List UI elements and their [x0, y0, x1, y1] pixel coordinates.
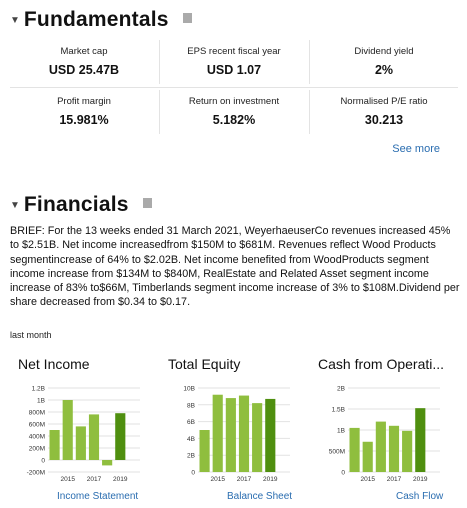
grid-divider [309, 40, 310, 84]
chart-title: Total Equity [168, 356, 241, 372]
balance-sheet-link[interactable]: Balance Sheet [227, 491, 293, 502]
collapse-caret-icon[interactable]: ▼ [10, 199, 20, 211]
x-tick-label: 2019 [263, 476, 278, 483]
income-statement-link[interactable]: Income Statement [57, 491, 139, 502]
y-tick-label: 0 [341, 470, 345, 477]
y-tick-label: 1B [37, 398, 45, 405]
x-tick-label: 2017 [237, 476, 252, 483]
y-tick-label: 4B [187, 436, 195, 443]
x-tick-label: 2015 [60, 476, 75, 483]
metric-value: 2% [374, 63, 394, 77]
bar [115, 413, 126, 460]
y-tick-label: 0 [41, 458, 45, 465]
bar [102, 460, 113, 466]
bar [62, 400, 73, 460]
bar [252, 403, 263, 472]
bar [49, 430, 60, 460]
chart-net-income: Net Income 1.2B 1B 800M 600M 400M 200M 0 -200M 2… [18, 356, 158, 483]
bar [75, 426, 86, 460]
x-tick-label: 2019 [413, 476, 428, 483]
metric-profit-margin: Profit margin 15.981% [10, 96, 158, 127]
bar [349, 427, 360, 472]
metric-value: USD 1.07 [206, 63, 262, 77]
y-tick-label: 6B [187, 419, 195, 426]
y-tick-label: 600M [29, 422, 45, 429]
y-tick-label: 1B [337, 428, 345, 435]
bar [212, 394, 223, 472]
cash-flow-link[interactable]: Cash Flow [396, 491, 444, 502]
y-tick-label: 2B [337, 386, 345, 393]
x-tick-label: 2019 [113, 476, 128, 483]
bar [402, 430, 413, 472]
metric-value: 5.182% [212, 113, 256, 127]
y-tick-label: 10B [183, 386, 195, 393]
bar [199, 430, 210, 472]
metric-label: Market cap [60, 46, 108, 57]
fundamentals-title: Fundamentals [23, 8, 169, 31]
total-equity-chart: 10B 8B 6B 4B 2B 0 2015 2017 2019 [183, 386, 290, 483]
chart-title: Cash from Operati... [318, 356, 445, 372]
x-tick-label: 2017 [87, 476, 102, 483]
bar [238, 395, 250, 472]
info-icon[interactable] [142, 198, 152, 208]
cash-flow-chart: 2B 1.5B 1B 500M 0 2015 2017 2019 [329, 386, 440, 483]
metric-label: Return on investment [188, 96, 280, 107]
y-tick-label: 2B [187, 453, 195, 460]
grid-divider [309, 90, 310, 134]
x-tick-label: 2017 [387, 476, 402, 483]
collapse-caret-icon[interactable]: ▼ [10, 14, 20, 26]
metric-label: Normalised P/E ratio [340, 96, 428, 107]
fundamentals-grid: Market cap USD 25.47B EPS recent fiscal … [10, 40, 458, 140]
fundamentals-header[interactable]: ▼ Fundamentals [10, 8, 192, 32]
bar [362, 441, 373, 472]
info-icon[interactable] [182, 13, 192, 23]
y-tick-label: 1.5B [332, 407, 345, 414]
metric-roi: Return on investment 5.182% [160, 96, 308, 127]
metric-dividend-yield: Dividend yield 2% [310, 46, 458, 77]
metric-value: USD 25.47B [48, 63, 120, 77]
y-tick-label: 400M [29, 434, 45, 441]
x-tick-label: 2015 [360, 476, 375, 483]
bar [88, 414, 100, 460]
bar [265, 398, 276, 472]
metric-eps: EPS recent fiscal year USD 1.07 [160, 46, 308, 77]
y-tick-label: 8B [187, 402, 195, 409]
metric-pe-ratio: Normalised P/E ratio 30.213 [310, 96, 458, 127]
chart-total-equity: Total Equity 10B 8B 6B 4B 2B 0 2015 2017 2019 [168, 356, 308, 483]
grid-divider [159, 90, 160, 134]
bar [388, 425, 400, 472]
financials-header[interactable]: ▼ Financials [10, 193, 152, 217]
bar [375, 421, 386, 472]
chart-title: Net Income [18, 356, 90, 372]
y-tick-label: 800M [29, 410, 45, 417]
bar [225, 398, 236, 472]
grid-divider [159, 40, 160, 84]
y-tick-label: -200M [27, 470, 45, 477]
financials-title: Financials [23, 193, 129, 216]
metric-label: Dividend yield [354, 46, 414, 57]
y-tick-label: 0 [191, 470, 195, 477]
net-income-chart: 1.2B 1B 800M 600M 400M 200M 0 -200M 2015 2017 2019 [27, 386, 140, 483]
metric-label: Profit margin [57, 96, 111, 107]
financials-brief: BRIEF: For the 13 weeks ended 31 March 2… [10, 225, 460, 309]
y-tick-label: 200M [29, 446, 45, 453]
period-label: last month [10, 330, 52, 340]
bar [415, 408, 426, 472]
see-more-link[interactable]: See more [392, 143, 440, 155]
metric-value: 15.981% [59, 113, 109, 127]
x-tick-label: 2015 [210, 476, 225, 483]
metric-market-cap: Market cap USD 25.47B [10, 46, 158, 77]
chart-cash-from-operations: Cash from Operati... 2B 1.5B 1B 500M 0 2015 20… [318, 356, 458, 483]
metric-label: EPS recent fiscal year [187, 46, 281, 57]
metric-value: 30.213 [364, 113, 404, 127]
grid-divider [10, 87, 458, 88]
y-tick-label: 500M [329, 449, 345, 456]
y-tick-label: 1.2B [32, 386, 45, 393]
